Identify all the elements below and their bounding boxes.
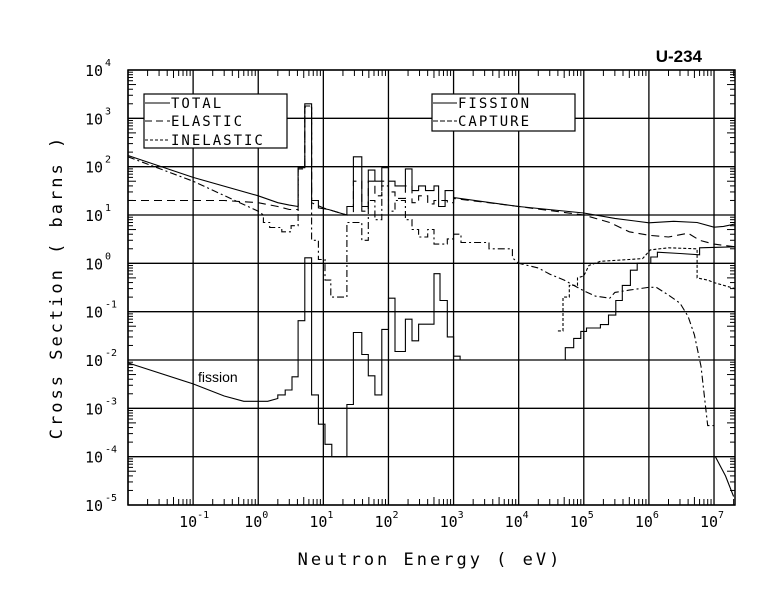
y-tick-label: 10 [85, 449, 103, 467]
legend-left: TOTAL ELASTIC INELASTIC [143, 93, 288, 149]
y-tick-exponent: 3 [105, 106, 111, 117]
y-tick-label: 10 [85, 304, 103, 322]
series-capture-tail [714, 456, 735, 497]
legend-label-inelastic: INELASTIC [171, 133, 265, 149]
x-axis-label: Neutron Energy ( eV) [298, 550, 563, 570]
y-tick-label: 10 [85, 497, 103, 515]
x-tick-label: 10 [244, 513, 262, 531]
series-capture [127, 105, 714, 427]
series-fission [127, 246, 736, 458]
x-tick-label: 10 [570, 513, 588, 531]
y-tick-label: 10 [85, 159, 103, 177]
x-tick-exponent: 6 [653, 510, 659, 521]
y-tick-exponent: 4 [105, 58, 111, 69]
x-tick-label: 10 [179, 513, 197, 531]
y-axis-label: Cross Section ( barns ) [47, 135, 67, 439]
x-tick-label: 10 [440, 513, 458, 531]
legend-label-fission: FISSION [458, 96, 531, 112]
x-tick-exponent: 7 [718, 510, 724, 521]
y-tick-exponent: 2 [105, 155, 111, 166]
legend-label-capture: CAPTURE [458, 114, 531, 130]
series-inelastic [557, 247, 736, 332]
x-tick-label: 10 [635, 513, 653, 531]
y-tick-label: 10 [85, 110, 103, 128]
legend-label-elastic: ELASTIC [171, 114, 244, 130]
legend-label-total: TOTAL [171, 96, 223, 112]
x-tick-label: 10 [374, 513, 392, 531]
x-tick-label: 10 [700, 513, 718, 531]
y-tick-exponent: 0 [105, 251, 111, 262]
x-tick-exponent: 0 [262, 510, 268, 521]
y-tick-label: 10 [85, 255, 103, 273]
x-tick-exponent: 2 [392, 510, 398, 521]
y-tick-exponent: -3 [105, 396, 117, 407]
y-tick-label: 10 [85, 207, 103, 225]
x-tick-label: 10 [309, 513, 327, 531]
y-tick-exponent: -1 [105, 300, 117, 311]
y-tick-exponent: -4 [105, 445, 117, 456]
y-tick-exponent: 1 [105, 203, 111, 214]
x-tick-exponent: 1 [327, 510, 333, 521]
y-tick-label: 10 [85, 352, 103, 370]
x-tick-exponent: 3 [458, 510, 464, 521]
x-tick-exponent: -1 [197, 510, 209, 521]
x-tick-exponent: 4 [523, 510, 529, 521]
y-tick-exponent: -5 [105, 493, 117, 504]
fission-annotation: fission [198, 369, 238, 385]
y-tick-label: 10 [85, 400, 103, 418]
series-lines [127, 103, 736, 497]
plot-frame [127, 69, 736, 506]
series-elastic [128, 106, 736, 248]
tick-labels: 10 -1 10 0 10 1 10 2 10 3 10 4 10 5 10 6 10 710 -510 -410 -3… [85, 58, 724, 531]
x-tick-label: 10 [505, 513, 523, 531]
y-tick-label: 10 [85, 62, 103, 80]
axis-ticks [128, 70, 735, 505]
x-tick-exponent: 5 [588, 510, 594, 521]
chart-title: U-234 [656, 47, 703, 66]
y-tick-exponent: -2 [105, 348, 117, 359]
legend-right: FISSION CAPTURE [431, 93, 576, 132]
